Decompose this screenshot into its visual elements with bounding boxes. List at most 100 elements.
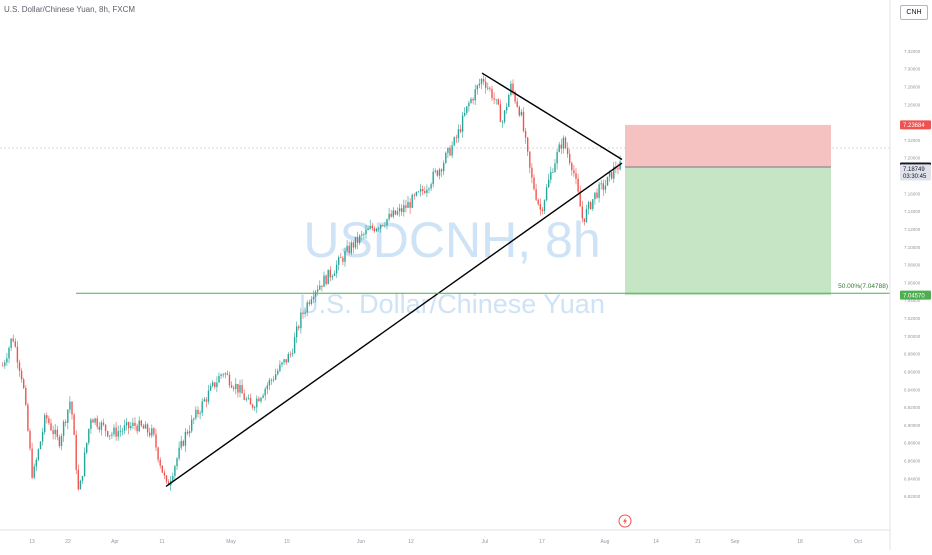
- candle-body: [107, 431, 109, 437]
- symbol-badge[interactable]: CNH: [900, 5, 928, 20]
- candle: [283, 358, 285, 365]
- candle-body: [613, 166, 615, 179]
- candle: [371, 223, 373, 231]
- candle: [79, 479, 82, 490]
- candle-body: [230, 385, 233, 388]
- candle: [390, 209, 392, 218]
- candle-body: [130, 425, 132, 429]
- candle: [134, 417, 136, 431]
- x-tick-label: Apr: [111, 539, 119, 545]
- candle-body: [205, 399, 208, 402]
- candle-body: [367, 228, 369, 231]
- candle-body: [501, 121, 504, 123]
- candle: [287, 352, 289, 363]
- candle-body: [415, 191, 418, 196]
- candle-body: [83, 452, 86, 477]
- candle-body: [388, 213, 390, 220]
- candle: [592, 199, 594, 212]
- candle-body: [157, 447, 159, 460]
- candle-body: [575, 173, 577, 179]
- candle: [461, 111, 464, 138]
- candle: [306, 300, 308, 317]
- candle-body: [510, 83, 512, 96]
- candle: [396, 207, 399, 216]
- candle-body: [270, 379, 273, 381]
- candle: [163, 469, 166, 479]
- candle-body: [323, 275, 325, 287]
- candle-body: [199, 412, 201, 414]
- candle-body: [249, 398, 252, 405]
- candle-body: [369, 225, 371, 229]
- candle: [342, 255, 344, 265]
- candle-body: [524, 130, 527, 138]
- candle: [18, 359, 21, 377]
- candle: [212, 380, 214, 388]
- candle: [453, 136, 455, 147]
- candle-body: [457, 129, 460, 139]
- candle: [81, 475, 84, 485]
- candle: [140, 419, 142, 427]
- position-zones[interactable]: [625, 124, 831, 296]
- candle-body: [25, 388, 27, 405]
- candle-body: [289, 354, 292, 355]
- candle: [90, 417, 92, 434]
- candle-body: [411, 194, 413, 208]
- candle: [62, 419, 65, 442]
- x-tick-label: 17: [539, 539, 545, 545]
- y-tick-label: 7.28000: [904, 84, 921, 89]
- candle-body: [8, 347, 10, 359]
- candle-body: [545, 187, 548, 201]
- candle-body: [258, 398, 260, 402]
- candle: [107, 430, 109, 438]
- candle: [579, 185, 581, 207]
- candle-body: [293, 337, 296, 354]
- y-tick-label: 6.86000: [904, 459, 921, 464]
- candle: [8, 346, 10, 364]
- candle: [522, 107, 525, 133]
- candle: [98, 421, 100, 433]
- candle-body: [346, 245, 348, 252]
- candle: [31, 442, 33, 480]
- candle: [226, 370, 229, 376]
- trendline-2: [481, 72, 623, 161]
- candle: [365, 224, 367, 239]
- candle: [174, 464, 176, 481]
- candle-body: [256, 398, 258, 408]
- candle: [363, 232, 365, 240]
- candle: [482, 74, 485, 86]
- candle: [386, 218, 388, 230]
- candle-body: [365, 230, 367, 235]
- candle-body: [241, 385, 243, 394]
- candle: [260, 396, 262, 404]
- candle: [180, 435, 182, 451]
- candle-body: [413, 194, 415, 196]
- candle-body: [138, 420, 140, 432]
- candle-body: [121, 430, 124, 432]
- candle-body: [482, 78, 485, 82]
- candle: [594, 192, 596, 205]
- drawings[interactable]: 50.00%(7.04788): [76, 72, 890, 487]
- candle-body: [359, 235, 361, 243]
- candle: [214, 382, 216, 390]
- candle-body: [493, 98, 495, 100]
- candle: [27, 402, 29, 432]
- lightning-icon[interactable]: [618, 514, 632, 528]
- candle-body: [212, 382, 214, 386]
- candle-body: [134, 422, 136, 426]
- candle-body: [75, 434, 77, 470]
- y-tick-label: 7.20000: [904, 156, 921, 161]
- candle-body: [438, 169, 441, 176]
- candle: [564, 136, 567, 150]
- candle: [233, 385, 235, 392]
- candle: [352, 240, 355, 254]
- candle: [56, 425, 58, 441]
- candle: [403, 199, 405, 217]
- candle: [165, 474, 168, 485]
- candle: [472, 97, 474, 105]
- candle-body: [598, 184, 600, 198]
- candle-body: [566, 147, 569, 154]
- candle-body: [331, 275, 334, 278]
- candle-body: [163, 472, 166, 476]
